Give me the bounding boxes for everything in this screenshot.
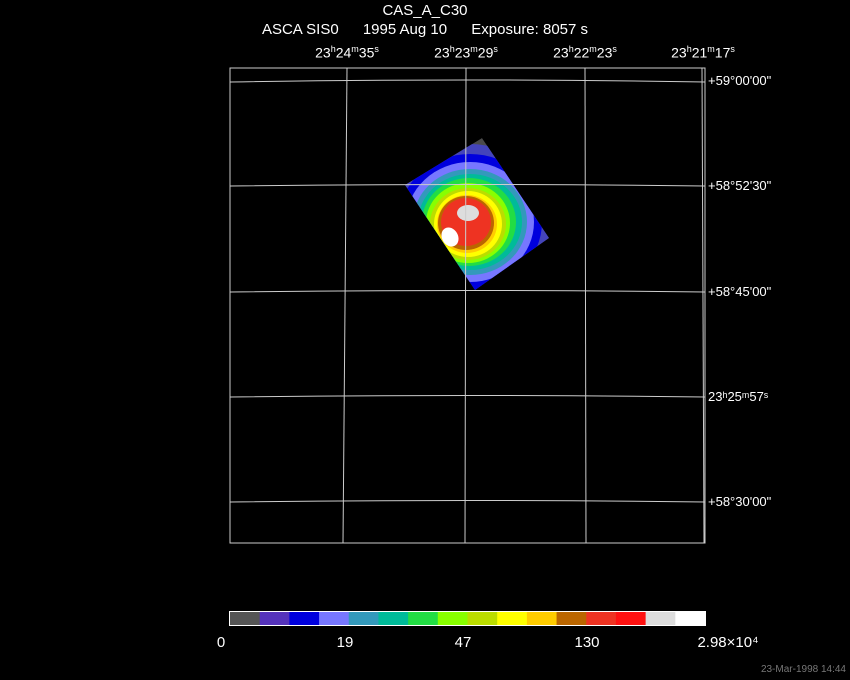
colorbar-swatch (675, 612, 706, 625)
coordinate-grid (229, 67, 706, 544)
detector-image (405, 138, 549, 290)
colorbar-label-1: 19 (336, 634, 354, 651)
image-title: CAS_A_C30 (382, 2, 468, 19)
colorbar-swatch (437, 612, 468, 625)
colorbar-swatch (497, 612, 528, 625)
colorbar-swatch (348, 612, 379, 625)
colorbar-swatch (319, 612, 350, 625)
colorbar-label-2: 47 (454, 634, 472, 651)
colorbar-swatch (378, 612, 409, 625)
dec-label-1: +58°52'30" (708, 178, 772, 193)
ra-label-3: 23h21m17s (671, 44, 735, 61)
ra-label-0: 23h24m35s (315, 44, 379, 61)
colorbar-swatch (230, 612, 261, 625)
colorbar (230, 612, 706, 625)
observation-date: 1995 Aug 10 (362, 21, 448, 38)
colorbar-frame (229, 611, 706, 626)
colorbar-label-3: 130 (574, 634, 600, 651)
colorbar-swatch (408, 612, 439, 625)
plot-frame (229, 67, 706, 544)
colorbar-swatch (556, 612, 587, 625)
image-subtitle: ASCA SIS0 1995 Aug 10 Exposure: 8057 s (0, 21, 850, 38)
colorbar-swatch (615, 612, 647, 625)
colorbar-swatch (289, 612, 320, 625)
instrument-label: ASCA SIS0 (261, 21, 339, 38)
colorbar-swatch (526, 612, 558, 625)
ra-label-1: 23h23m29s (434, 44, 498, 61)
dec-label-0: +59°00'00" (708, 73, 772, 88)
timestamp: 23-Mar-1998 14:44 (760, 664, 846, 675)
colorbar-swatch (586, 612, 617, 625)
colorbar-swatch (259, 612, 290, 625)
colorbar-label-4: 2.98×10⁴ (697, 634, 759, 651)
dec-label-2: +58°45'00" (708, 284, 772, 299)
ra-label-2: 23h22m23s (553, 44, 617, 61)
dec-label-3: 23ʰ25ᵐ57ˢ (708, 389, 769, 404)
dec-label-4: +58°30'00" (708, 494, 772, 509)
colorbar-swatch (467, 612, 498, 625)
colorbar-label-0: 0 (216, 634, 226, 651)
exposure-label: Exposure: 8057 s (471, 21, 589, 38)
colorbar-swatch (645, 612, 676, 625)
